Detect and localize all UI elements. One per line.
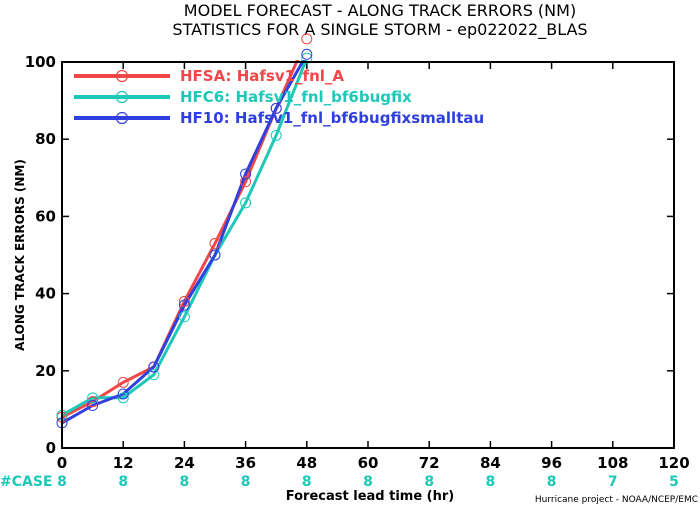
series-lines — [61, 60, 308, 425]
y-axis-ticks: 0 20 40 60 80 100 — [25, 53, 674, 457]
series-0-point — [240, 176, 252, 188]
x-tick-label: 0 — [57, 454, 67, 472]
x-tick-label: 96 — [541, 454, 562, 472]
series-1-point — [301, 52, 313, 64]
series-0-point — [178, 295, 190, 307]
series-2-point — [178, 299, 190, 311]
legend-swatch-marker-1 — [115, 90, 129, 104]
case-count-value: 5 — [669, 474, 679, 490]
legend-entry-label: HFC6: Hafsv1_fnl_bf6bugfix — [180, 88, 412, 106]
legend-swatch-marker-2 — [115, 111, 129, 125]
series-2-point — [87, 400, 99, 412]
series-1-point — [148, 369, 160, 381]
series-2-point — [301, 48, 313, 60]
x-tick-label: 60 — [358, 454, 379, 472]
x-tick-label: 12 — [113, 454, 134, 472]
series-2-point — [270, 102, 282, 114]
series-2-point — [148, 361, 160, 373]
legend: HFSA: Hafsv1_fnl_A HFC6: Hafsv1_fnl_bf6bu… — [74, 67, 484, 127]
legend-entry-label: HFSA: Hafsv1_fnl_A — [180, 67, 344, 85]
case-count-value: 8 — [302, 474, 312, 490]
series-0-point — [209, 237, 221, 249]
series-line-2 — [61, 60, 306, 425]
plot-frame — [61, 61, 675, 449]
series-2-point — [240, 168, 252, 180]
credit-text: Hurricane project - NOAA/NCEP/EMC — [535, 495, 698, 505]
case-count-value: 8 — [547, 474, 557, 490]
x-tick-label: 24 — [174, 454, 195, 472]
case-count-value: 8 — [363, 474, 373, 490]
case-count-value: 7 — [608, 474, 618, 490]
series-line-1 — [61, 60, 308, 417]
series-0-point — [87, 396, 99, 408]
series-2-point — [209, 249, 221, 261]
case-count-value: 8 — [486, 474, 496, 490]
x-axis-label: Forecast lead time (hr) — [286, 489, 454, 504]
legend-entry-label: HF10: Hafsv1_fnl_bf6bugfixsmalltau — [180, 109, 484, 127]
y-tick-label: 40 — [35, 285, 56, 303]
legend-swatch-marker-0 — [115, 69, 129, 83]
series-1-point — [270, 129, 282, 141]
series-1-point — [117, 392, 129, 404]
series-2-point — [117, 388, 129, 400]
case-count-value: 8 — [424, 474, 434, 490]
case-count-value: 8 — [57, 474, 67, 490]
case-count-value: 8 — [241, 474, 251, 490]
y-axis-label: ALONG TRACK ERRORS (NM) — [13, 159, 27, 351]
case-counts: 8 8 8 8 8 8 8 8 8 7 5 — [57, 474, 679, 490]
series-0-point — [117, 376, 129, 388]
x-tick-label: 84 — [480, 454, 501, 472]
series-1-point — [178, 311, 190, 323]
y-tick-label: 80 — [35, 130, 56, 148]
x-tick-label: 108 — [597, 454, 628, 472]
case-count-value: 8 — [118, 474, 128, 490]
x-tick-label: 48 — [296, 454, 317, 472]
y-tick-label: 100 — [25, 53, 56, 71]
series-1-point — [240, 197, 252, 209]
x-tick-label: 36 — [235, 454, 256, 472]
y-tick-label: 60 — [35, 207, 56, 225]
case-count-label: #CASE — [0, 474, 53, 490]
y-tick-label: 0 — [46, 439, 56, 457]
chart-title-line-1: MODEL FORECAST - ALONG TRACK ERRORS (NM) — [184, 1, 576, 20]
series-0-point — [301, 33, 313, 45]
series-1-point — [87, 392, 99, 404]
x-tick-label: 120 — [658, 454, 689, 472]
x-tick-label: 72 — [419, 454, 440, 472]
y-tick-label: 20 — [35, 362, 56, 380]
x-axis-ticks: 0 12 24 36 48 60 72 84 96 108 120 — [57, 62, 690, 472]
case-count-value: 8 — [180, 474, 190, 490]
chart-title-line-2: STATISTICS FOR A SINGLE STORM - ep022022… — [172, 20, 587, 40]
